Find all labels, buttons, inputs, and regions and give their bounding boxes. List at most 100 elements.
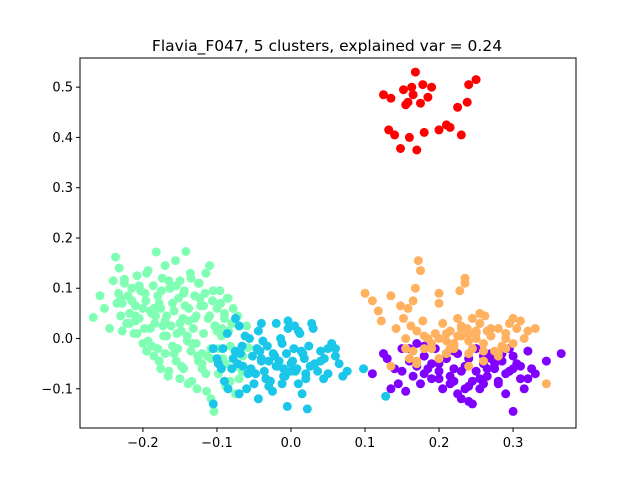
data-point (228, 303, 238, 313)
data-point (519, 334, 529, 343)
data-point (236, 349, 246, 359)
data-point (197, 359, 207, 369)
data-point (408, 90, 418, 100)
data-point (253, 326, 263, 336)
data-point (279, 371, 289, 381)
data-point (134, 281, 144, 291)
data-point (277, 379, 287, 389)
data-point (462, 324, 472, 333)
data-point (519, 384, 529, 394)
data-point (151, 311, 160, 321)
data-point (434, 125, 444, 135)
data-point (482, 371, 492, 381)
data-point (408, 296, 418, 306)
x-axis: −0.2 −0.1 0.0 0.1 0.2 0.3 (127, 428, 523, 451)
data-point (408, 371, 418, 381)
data-point (208, 344, 218, 354)
data-point (330, 344, 340, 354)
data-point (188, 339, 197, 348)
data-point (293, 379, 303, 389)
series-4 (379, 67, 481, 155)
data-point (271, 318, 281, 328)
data-point (253, 394, 263, 404)
data-point (508, 339, 518, 348)
data-point (396, 144, 405, 153)
data-point (208, 296, 217, 306)
data-point (256, 356, 266, 366)
data-point (404, 354, 414, 364)
data-point (108, 276, 118, 286)
data-point (516, 361, 525, 371)
data-point (453, 102, 463, 112)
data-point (208, 399, 218, 409)
data-point (117, 326, 127, 336)
data-point (453, 331, 463, 341)
data-point (342, 366, 352, 376)
data-point (360, 288, 370, 298)
data-point (508, 364, 518, 374)
points-layer (88, 67, 566, 416)
data-point (132, 329, 142, 338)
data-point (334, 359, 344, 369)
y-tick-label: 0.2 (52, 231, 73, 246)
data-point (223, 384, 233, 394)
data-point (464, 349, 474, 359)
data-point (216, 298, 226, 308)
data-point (367, 296, 377, 306)
data-point (233, 359, 243, 369)
x-tick-label: −0.2 (127, 436, 159, 451)
data-point (471, 366, 481, 376)
data-point (288, 356, 297, 366)
data-point (541, 356, 551, 366)
data-point (523, 346, 533, 356)
data-point (142, 346, 152, 356)
data-point (252, 344, 262, 354)
data-point (302, 404, 312, 414)
data-point (205, 311, 215, 321)
data-point (184, 316, 194, 326)
data-point (218, 344, 228, 354)
data-point (182, 331, 192, 341)
data-point (173, 344, 183, 354)
data-point (516, 374, 525, 384)
data-point (434, 334, 444, 343)
data-point (201, 369, 211, 379)
data-point (490, 359, 500, 369)
data-point (283, 316, 293, 326)
data-point (149, 351, 159, 361)
data-point (475, 374, 485, 384)
x-tick-label: 0.0 (281, 436, 302, 451)
data-point (160, 349, 170, 359)
data-point (479, 346, 488, 356)
data-point (479, 356, 488, 366)
data-point (330, 351, 340, 361)
data-point (270, 351, 280, 361)
data-point (419, 127, 429, 137)
data-point (168, 298, 177, 308)
data-point (95, 291, 105, 301)
data-point (216, 364, 226, 374)
data-point (259, 366, 269, 376)
data-point (434, 288, 444, 298)
data-point (188, 324, 198, 333)
data-point (151, 247, 161, 257)
data-point (460, 278, 470, 288)
data-point (175, 318, 185, 328)
data-point (179, 288, 189, 298)
data-point (180, 301, 190, 311)
data-point (143, 336, 153, 346)
data-point (493, 351, 503, 361)
data-point (249, 379, 259, 389)
data-point (419, 344, 429, 354)
data-point (114, 263, 124, 273)
data-point (166, 321, 176, 331)
data-point (441, 336, 451, 346)
y-tick-label: 0.4 (52, 131, 73, 146)
data-point (316, 356, 326, 366)
data-point (530, 369, 540, 379)
data-point (164, 366, 174, 376)
data-point (455, 286, 465, 296)
data-point (313, 366, 323, 376)
data-point (119, 278, 129, 288)
data-point (279, 364, 289, 374)
